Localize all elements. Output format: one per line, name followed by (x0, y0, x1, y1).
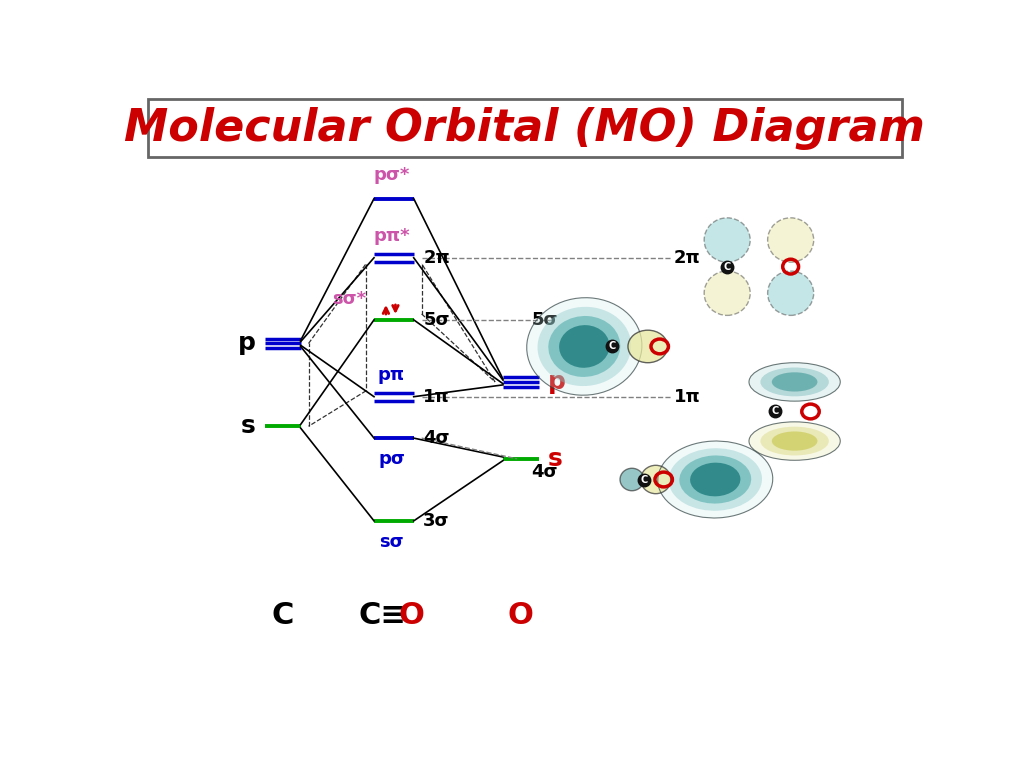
Text: O: O (508, 601, 534, 630)
Text: 5σ: 5σ (423, 311, 450, 329)
Text: C: C (771, 406, 778, 416)
Ellipse shape (761, 427, 828, 455)
FancyBboxPatch shape (147, 99, 902, 157)
Ellipse shape (548, 316, 621, 377)
Text: pσ: pσ (378, 450, 404, 468)
Text: 2π: 2π (674, 249, 700, 266)
Ellipse shape (628, 330, 668, 362)
Text: C: C (724, 262, 731, 272)
Text: C≡: C≡ (358, 601, 406, 630)
Text: s: s (241, 414, 255, 439)
Text: O: O (398, 601, 424, 630)
Text: 1π: 1π (423, 388, 450, 406)
Ellipse shape (772, 432, 817, 451)
Ellipse shape (749, 422, 841, 460)
Ellipse shape (526, 298, 642, 396)
Text: 4σ: 4σ (531, 463, 558, 481)
Text: sσ*: sσ* (332, 290, 367, 308)
Ellipse shape (705, 271, 751, 316)
Ellipse shape (690, 462, 740, 496)
Ellipse shape (761, 368, 828, 396)
Text: pπ*: pπ* (373, 227, 410, 245)
Text: C: C (608, 342, 615, 352)
Ellipse shape (657, 441, 773, 518)
Text: pπ: pπ (378, 366, 406, 384)
Text: 4σ: 4σ (423, 429, 450, 447)
Ellipse shape (768, 218, 814, 262)
Text: C: C (640, 475, 647, 485)
Ellipse shape (669, 449, 762, 511)
Ellipse shape (749, 362, 841, 401)
Text: 2π: 2π (423, 249, 450, 266)
Ellipse shape (621, 468, 644, 491)
Ellipse shape (538, 307, 631, 386)
Text: s: s (548, 447, 563, 471)
Text: 3σ: 3σ (423, 512, 450, 530)
Ellipse shape (559, 325, 609, 368)
Text: pσ*: pσ* (374, 166, 410, 184)
Text: C: C (271, 601, 294, 630)
Text: p: p (238, 332, 255, 356)
Text: p: p (548, 370, 566, 394)
Ellipse shape (772, 372, 817, 392)
Text: sσ: sσ (379, 533, 403, 551)
Text: 5σ: 5σ (531, 311, 558, 329)
Text: Molecular Orbital (MO) Diagram: Molecular Orbital (MO) Diagram (124, 107, 926, 150)
Ellipse shape (768, 271, 814, 316)
Text: 1π: 1π (674, 388, 700, 406)
Ellipse shape (641, 465, 671, 494)
Ellipse shape (705, 218, 751, 262)
Ellipse shape (679, 455, 752, 504)
